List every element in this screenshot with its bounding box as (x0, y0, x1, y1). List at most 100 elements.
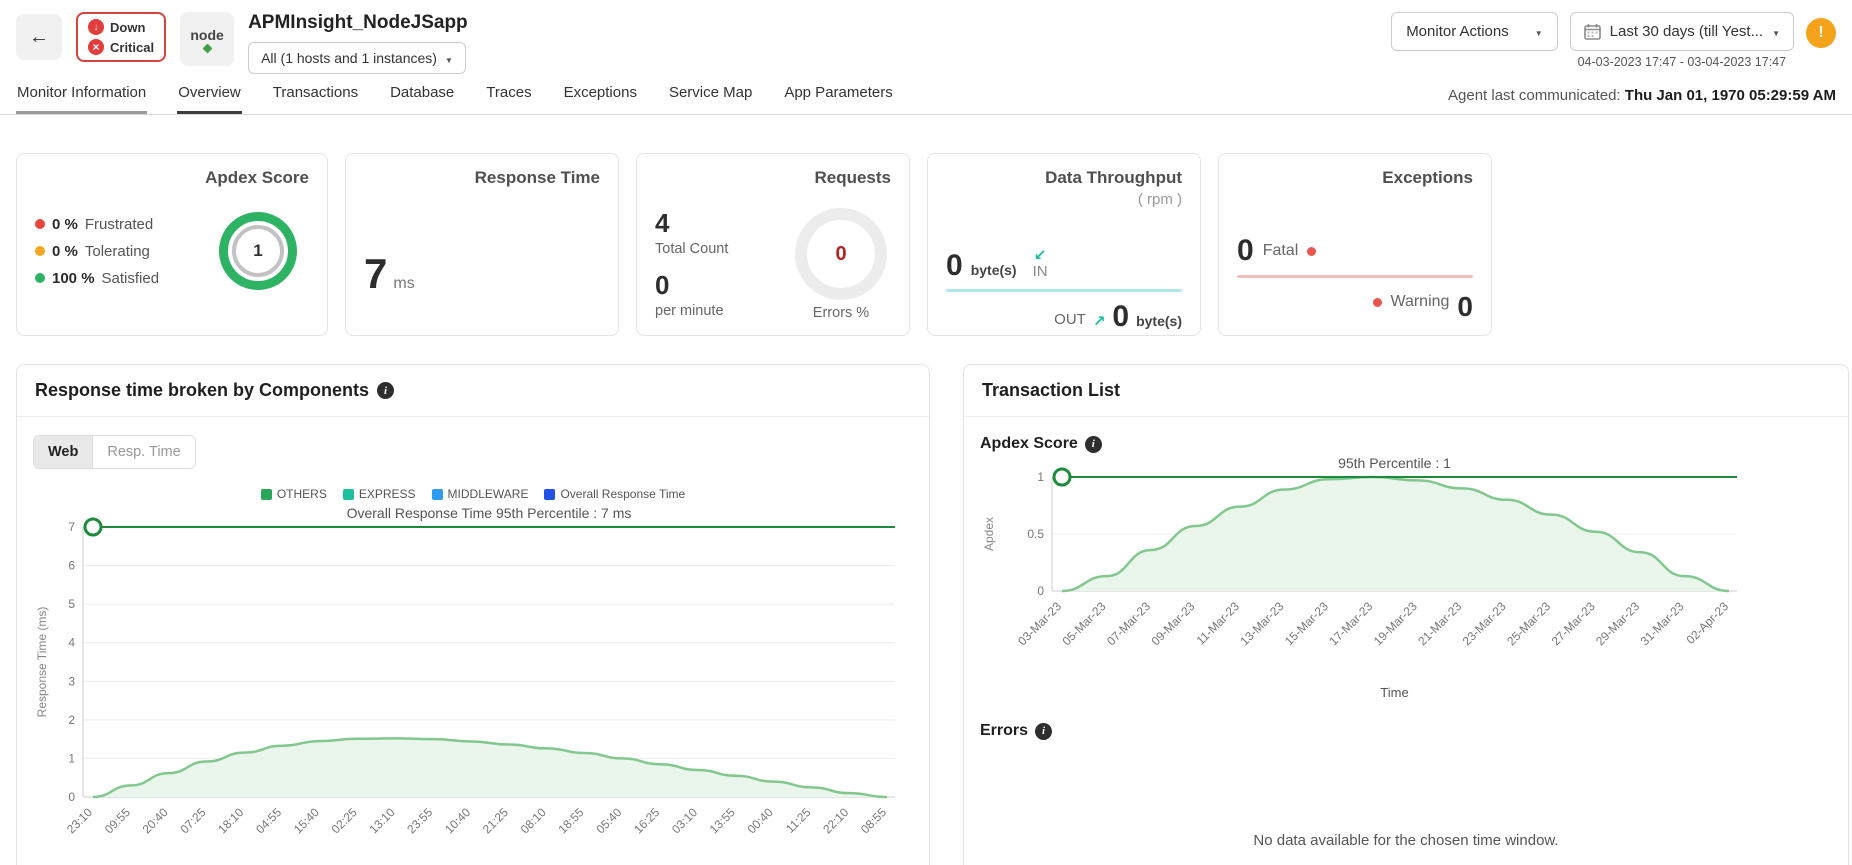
toggle-resp-time[interactable]: Resp. Time (93, 436, 195, 468)
svg-text:19-Mar-23: 19-Mar-23 (1371, 599, 1420, 648)
legend-label: EXPRESS (358, 487, 416, 501)
response-time-card-title: Response Time (474, 168, 600, 187)
throughput-card-subtitle: ( rpm ) (1137, 191, 1182, 208)
throughput-card-title: Data Throughput (1045, 168, 1182, 187)
tab-overview[interactable]: Overview (177, 76, 242, 114)
svg-text:09:55: 09:55 (102, 805, 133, 836)
calendar-icon (1583, 24, 1601, 40)
svg-text:0.5: 0.5 (1027, 527, 1044, 541)
monitor-actions-dropdown[interactable]: Monitor Actions (1391, 12, 1558, 51)
back-button[interactable] (16, 14, 62, 60)
svg-text:13-Mar-23: 13-Mar-23 (1237, 599, 1286, 648)
components-panel-title: Response time broken by Components (35, 380, 370, 400)
svg-text:22:10: 22:10 (820, 805, 851, 836)
info-icon[interactable] (1084, 435, 1102, 453)
svg-text:4: 4 (68, 636, 75, 650)
apdex-score-heading-label: Apdex Score (980, 435, 1078, 452)
svg-text:08:55: 08:55 (858, 805, 889, 836)
arrow-out-icon (1093, 312, 1106, 332)
requests-card-body: 4 Total Count 0 per minute 0 Errors % (655, 208, 891, 332)
svg-text:13:55: 13:55 (707, 805, 738, 836)
title-block: APMInsight_NodeJSapp All (1 hosts and 1 … (248, 12, 468, 74)
tab-traces[interactable]: Traces (486, 84, 532, 101)
errors-heading-label: Errors (980, 722, 1029, 739)
throughput-in-block: IN (1033, 248, 1048, 281)
alert-warning-icon[interactable] (1806, 18, 1836, 48)
response-time-value-row: 7 ms (364, 250, 600, 298)
tab-exceptions[interactable]: Exceptions (563, 84, 637, 101)
exceptions-warning-row: Warning 0 (1237, 288, 1473, 321)
tab-monitor-information[interactable]: Monitor Information (16, 76, 148, 114)
svg-text:Apdex: Apdex (982, 517, 996, 551)
svg-text:10:40: 10:40 (442, 805, 473, 836)
svg-text:17-Mar-23: 17-Mar-23 (1326, 599, 1375, 648)
transaction-list-panel: Transaction List Apdex Score 0 0.5 1 95th P… (963, 364, 1849, 865)
svg-text:21-Mar-23: 21-Mar-23 (1415, 599, 1464, 648)
info-icon[interactable] (377, 382, 395, 399)
apdex-legend-item: 0 % Tolerating (35, 243, 159, 260)
svg-text:5: 5 (68, 597, 75, 611)
apdex-donut: 1 (219, 212, 297, 290)
legend-swatch-icon (544, 488, 556, 500)
chevron-down-icon (1772, 23, 1780, 40)
requests-total-value: 4 (655, 208, 670, 238)
legend-item[interactable]: EXPRESS (342, 487, 416, 501)
warning-dot-icon (1373, 297, 1383, 307)
legend-label: MIDDLEWARE (447, 487, 529, 501)
errors-heading: Errors (980, 722, 1832, 740)
warning-value: 0 (1457, 291, 1473, 322)
svg-text:23:55: 23:55 (404, 805, 435, 836)
response-time-unit: ms (393, 275, 415, 292)
svg-text:Overall Response Time 95th Per: Overall Response Time 95th Percentile : … (347, 505, 632, 521)
status-down: Down (88, 19, 154, 35)
components-panel: Response time broken by Components Web R… (16, 364, 930, 865)
panels-row: Response time broken by Components Web R… (16, 364, 1849, 865)
info-icon[interactable] (1035, 722, 1053, 740)
toggle-web[interactable]: Web (34, 436, 94, 468)
legend-label: Overall Response Time (560, 487, 686, 501)
legend-item[interactable]: OTHERS (260, 487, 327, 501)
svg-text:6: 6 (68, 559, 75, 573)
legend-dot-icon (35, 273, 45, 283)
throughput-card-body: 0 byte(s) IN OUT 0 byte(s) (946, 248, 1182, 332)
svg-text:20:40: 20:40 (140, 805, 171, 836)
time-range-block: Last 30 days (till Yest... 04-03-2023 17… (1569, 12, 1794, 69)
requests-total: 4 Total Count (655, 208, 728, 257)
throughput-in-row: 0 byte(s) IN (946, 248, 1182, 281)
legend-swatch-icon (342, 488, 354, 500)
apdex-legend-item: 0 % Frustrated (35, 216, 159, 233)
svg-text:1: 1 (68, 751, 75, 765)
header-right: Monitor Actions Last 30 days (till Yest.… (1391, 12, 1836, 69)
legend-label: OTHERS (276, 487, 327, 501)
response-time-card: Response Time 7 ms (345, 153, 619, 336)
svg-text:07:25: 07:25 (177, 805, 208, 836)
components-panel-header: Response time broken by Components (17, 365, 929, 417)
exceptions-card-title: Exceptions (1382, 168, 1473, 187)
time-range-detail: 04-03-2023 17:47 - 03-04-2023 17:47 (1577, 55, 1787, 69)
components-response-time-chart[interactable]: 0 1 2 3 4 5 6 7 Overall Response Time 95th Perce… (33, 501, 913, 865)
header-left: Down Critical node APMInsight_NodeJSapp … (16, 12, 468, 74)
arrow-in-icon (1034, 248, 1047, 264)
throughput-out-row: OUT 0 byte(s) (946, 299, 1182, 333)
top-header: Down Critical node APMInsight_NodeJSapp … (0, 0, 1852, 74)
svg-text:03-Mar-23: 03-Mar-23 (1015, 599, 1064, 648)
legend-item[interactable]: Overall Response Time (544, 487, 685, 501)
throughput-out-label: OUT (1054, 310, 1086, 328)
time-range-dropdown[interactable]: Last 30 days (till Yest... (1569, 12, 1794, 51)
legend-item[interactable]: MIDDLEWARE (431, 487, 529, 501)
throughput-out-value: 0 (1112, 299, 1130, 333)
chevron-down-icon (1535, 23, 1543, 40)
svg-text:0: 0 (68, 790, 75, 804)
svg-text:1: 1 (1037, 470, 1044, 484)
svg-text:Time: Time (1380, 685, 1408, 700)
svg-text:05:40: 05:40 (593, 805, 624, 836)
apdex-trend-chart[interactable]: 0 0.5 1 95th Percentile : 1 03-Mar-2305-Mar-… (980, 455, 1832, 703)
tab-app-parameters[interactable]: App Parameters (784, 84, 893, 101)
tab-service-map[interactable]: Service Map (668, 84, 753, 101)
svg-text:08:10: 08:10 (518, 805, 549, 836)
tab-transactions[interactable]: Transactions (272, 84, 359, 101)
host-instance-selector[interactable]: All (1 hosts and 1 instances) (248, 42, 466, 74)
svg-text:02:25: 02:25 (329, 805, 360, 836)
tab-database[interactable]: Database (390, 84, 455, 101)
